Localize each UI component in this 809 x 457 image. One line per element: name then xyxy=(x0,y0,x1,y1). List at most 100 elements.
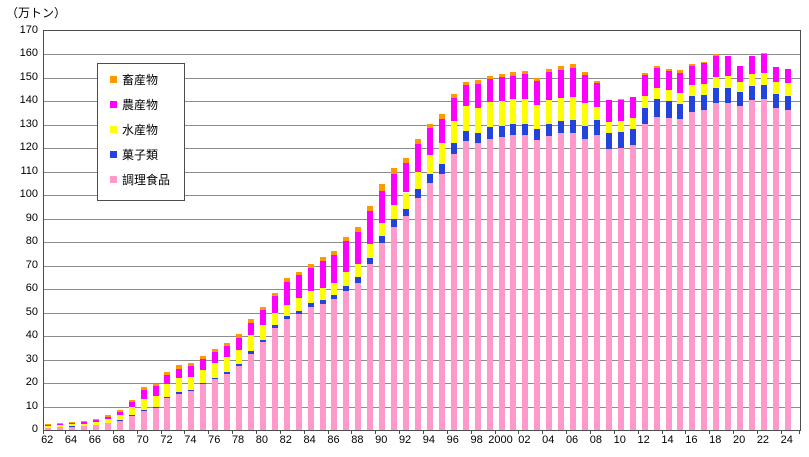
bar-segment xyxy=(498,101,505,127)
x-axis-tick xyxy=(112,430,114,434)
bar-segment xyxy=(236,334,243,339)
bar-segment xyxy=(784,109,791,430)
x-axis-tick xyxy=(470,430,472,434)
bar-segment xyxy=(152,386,159,397)
bar-segment xyxy=(331,295,338,300)
bar-segment xyxy=(283,277,290,282)
bar-segment xyxy=(152,396,159,407)
bar-segment xyxy=(164,374,171,385)
bar-segment xyxy=(283,281,290,305)
bar-segment xyxy=(176,378,183,393)
bar-segment xyxy=(653,116,660,430)
bar-segment xyxy=(462,85,469,107)
x-axis-tick xyxy=(399,430,401,434)
bar-segment xyxy=(701,95,708,111)
bar-segment xyxy=(474,143,481,430)
bar-segment xyxy=(247,318,254,324)
bar-segment xyxy=(426,123,433,129)
y-axis-tick-label: 20 xyxy=(25,376,38,389)
bar-segment xyxy=(474,80,481,84)
bar-segment xyxy=(92,420,99,423)
bar-segment xyxy=(140,389,147,400)
x-axis-tick xyxy=(303,430,305,434)
bar-segment xyxy=(558,69,565,98)
bar-segment xyxy=(391,174,398,205)
bar-segment xyxy=(188,366,195,377)
bar-segment xyxy=(689,63,696,66)
bar-segment xyxy=(653,68,660,89)
bar-segment xyxy=(188,389,195,392)
bar-segment xyxy=(689,96,696,112)
bar-segment xyxy=(689,111,696,430)
bar-segment xyxy=(271,293,278,297)
bar-segment xyxy=(426,128,433,155)
bar-segment xyxy=(128,415,135,430)
bar-segment xyxy=(486,79,493,102)
bar-segment xyxy=(570,119,577,133)
bar-segment xyxy=(689,65,696,85)
x-axis-tick xyxy=(566,430,568,434)
bar-segment xyxy=(749,99,755,430)
bar-segment xyxy=(450,153,457,430)
bar-segment xyxy=(152,408,159,430)
legend-swatch-icon xyxy=(110,101,117,108)
bar-segment xyxy=(343,236,350,242)
bar-segment xyxy=(271,327,278,430)
bar-segment xyxy=(80,426,87,430)
bar-segment xyxy=(677,103,684,120)
bar-segment xyxy=(760,99,767,430)
bar-segment xyxy=(784,95,791,110)
bar-segment xyxy=(438,143,445,165)
y-axis-tick-label: 40 xyxy=(25,329,38,342)
bar-segment xyxy=(749,55,755,75)
bar-segment xyxy=(152,383,159,387)
bar-segment xyxy=(784,68,791,83)
x-axis-tick xyxy=(208,430,210,434)
bar-segment xyxy=(653,88,660,100)
bar-segment xyxy=(236,363,243,367)
bar-segment xyxy=(57,427,64,430)
bar-segment xyxy=(307,264,314,269)
bar-segment xyxy=(713,88,720,104)
x-axis-tick xyxy=(255,430,257,434)
bar-segment xyxy=(510,123,517,135)
bar-segment xyxy=(414,144,421,172)
bar-segment xyxy=(737,66,744,83)
bar-segment xyxy=(128,399,135,402)
bar-segment xyxy=(259,339,266,343)
x-axis-tick-label: 76 xyxy=(208,434,221,446)
x-axis-tick-label: 18 xyxy=(709,434,722,446)
bar-segment xyxy=(784,82,791,96)
bar-segment xyxy=(295,311,302,315)
bar-segment xyxy=(188,391,195,430)
gridline xyxy=(44,195,800,197)
bar-segment xyxy=(69,422,76,424)
bar-segment xyxy=(570,132,577,430)
bar-segment xyxy=(749,74,755,86)
bar-segment xyxy=(331,255,338,283)
bar-segment xyxy=(701,63,708,84)
y-axis-tick-label: 70 xyxy=(25,258,38,271)
bar-segment xyxy=(355,263,362,278)
bar-segment xyxy=(617,147,624,430)
gridline xyxy=(44,383,800,385)
bar-segment xyxy=(80,421,87,423)
bar-segment xyxy=(247,323,254,336)
bar-segment xyxy=(104,416,111,420)
bar-segment xyxy=(212,348,219,353)
x-axis-tick-label: 24 xyxy=(780,434,793,446)
bar-segment xyxy=(200,370,207,383)
bar-segment xyxy=(534,129,541,140)
legend-label: 調理食品 xyxy=(122,173,171,187)
bar-segment xyxy=(403,157,410,164)
bar-segment xyxy=(307,307,314,430)
x-axis-tick-label: 68 xyxy=(112,434,125,446)
bar-segment xyxy=(462,141,469,430)
bar-segment xyxy=(474,83,481,108)
bar-segment xyxy=(212,362,219,378)
bar-segment xyxy=(80,422,87,424)
bar-segment xyxy=(259,342,266,430)
bar-segment xyxy=(116,410,123,412)
bar-segment xyxy=(391,219,398,227)
bar-segment xyxy=(367,206,374,212)
